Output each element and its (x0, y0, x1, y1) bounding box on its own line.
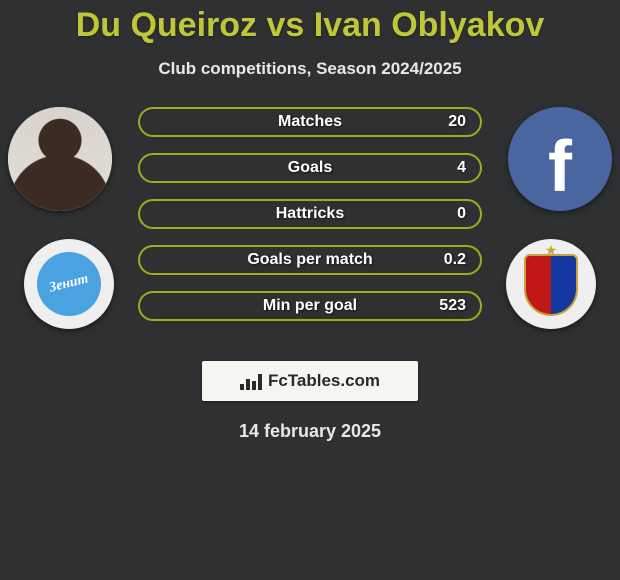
stat-label: Goals per match (140, 247, 480, 273)
stat-value: 0.2 (444, 247, 466, 273)
club-right-badge: ★ (506, 239, 596, 329)
stat-value: 20 (448, 109, 466, 135)
stat-value: 4 (457, 155, 466, 181)
stat-label: Matches (140, 109, 480, 135)
stat-label: Hattricks (140, 201, 480, 227)
stat-bar: Hattricks0 (138, 199, 482, 229)
stat-bar: Goals per match0.2 (138, 245, 482, 275)
stat-label: Goals (140, 155, 480, 181)
facebook-icon: f (508, 107, 612, 211)
stat-bar: Goals4 (138, 153, 482, 183)
date-label: 14 february 2025 (0, 421, 620, 442)
stat-bars: Matches20 Goals4 Hattricks0 Goals per match… (138, 107, 482, 337)
stat-value: 0 (457, 201, 466, 227)
stat-bar: Matches20 (138, 107, 482, 137)
stat-label: Min per goal (140, 293, 480, 319)
stat-bar: Min per goal523 (138, 291, 482, 321)
page-title: Du Queiroz vs Ivan Oblyakov (0, 0, 620, 45)
cska-badge-icon: ★ (518, 246, 584, 322)
comparison-row: f Зенит ★ Matches20 Goals4 Hattricks0 Goals… (0, 107, 620, 347)
bar-chart-icon (240, 372, 262, 390)
zenit-badge-text: Зенит (48, 271, 90, 296)
branding-badge: FcTables.com (202, 361, 418, 401)
player-left-avatar (8, 107, 112, 211)
person-silhouette-icon (8, 107, 112, 211)
club-left-badge: Зенит (24, 239, 114, 329)
player-right-avatar: f (508, 107, 612, 211)
branding-text: FcTables.com (268, 371, 380, 391)
subtitle: Club competitions, Season 2024/2025 (0, 59, 620, 79)
zenit-badge-icon: Зенит (37, 252, 101, 316)
stat-value: 523 (439, 293, 466, 319)
